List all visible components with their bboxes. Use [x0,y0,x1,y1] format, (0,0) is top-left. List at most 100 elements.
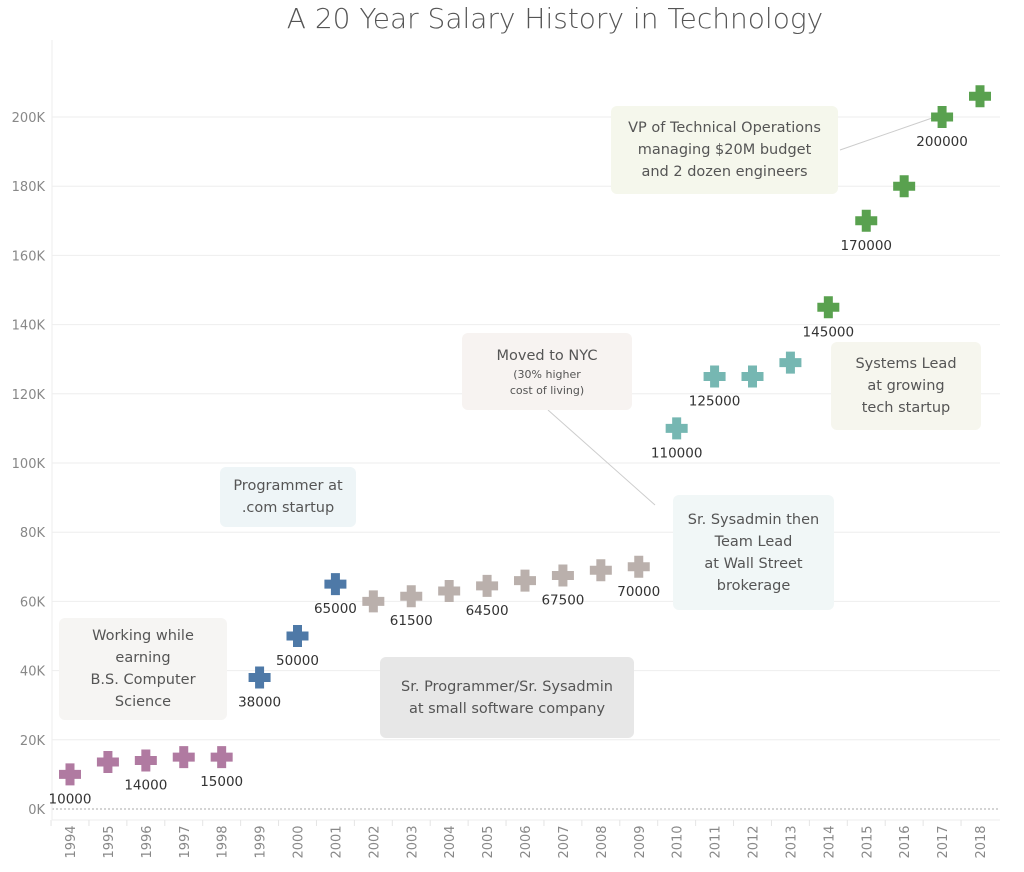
data-point-cross [286,625,309,647]
annotation-small-company: Sr. Programmer/Sr. Sysadmin at small soft… [380,657,634,738]
x-tick-label: 2013 [784,825,799,858]
data-point-cross [59,763,81,786]
y-tick-label: 60K [20,595,46,610]
x-tick-label: 2010 [671,825,686,858]
data-point-cross [210,746,233,769]
x-tick-label: 2000 [292,825,307,858]
annotation-text: Sr. Programmer/Sr. Sysadmin [401,678,613,695]
x-tick-label: 1995 [102,825,117,858]
x-tick-label: 2015 [860,825,875,858]
annotation-text: Working while [92,628,194,644]
annotation-text: at small software company [408,700,606,717]
data-point-cross [817,296,840,319]
chart-title: A 20 Year Salary History in Technology [286,2,824,35]
annotation-vp: VP of Technical Operations managing $20M … [611,106,838,194]
x-tick-label: 2012 [747,825,762,858]
data-label: 65000 [314,601,357,617]
data-point-cross [665,417,688,440]
data-point-cross [779,351,802,374]
annotation-text: brokerage [716,577,791,594]
data-point-cross [134,749,157,772]
annotation-leader-line [547,409,656,506]
y-tick-label: 180K [12,180,46,195]
annotation-text: earning [115,650,171,666]
annotation-dotcom: Programmer at .com startup [220,467,356,527]
data-point-cross [551,564,574,587]
x-tick-label: 1997 [178,825,193,858]
data-label: 10000 [49,791,92,807]
data-point-cross [400,585,423,608]
data-label: 110000 [651,445,703,461]
x-tick-label: 2007 [557,825,572,858]
data-label: 50000 [276,653,319,669]
y-tick-label: 20K [20,734,46,749]
x-tick-label: 2018 [974,825,989,858]
data-label: 70000 [617,584,660,600]
data-point-cross [172,746,195,769]
x-tick-label: 1996 [140,825,155,858]
annotation-wall-street: Sr. Sysadmin then Team Lead at Wall Street… [673,495,834,610]
annotation-text: and 2 dozen engineers [641,164,808,180]
x-tick-label: 2003 [405,825,420,858]
y-tick-label: 160K [12,249,46,264]
data-point-cross [969,85,991,108]
x-tick-label: 1998 [216,825,231,858]
data-point-cross [931,106,954,128]
x-tick-label: 2005 [481,825,496,858]
y-tick-label: 40K [20,665,46,680]
x-tick-label: 2008 [595,825,610,858]
data-label: 200000 [916,134,968,150]
annotation-subtext: cost of living) [509,383,585,397]
data-point-cross [476,574,499,597]
y-tick-label: 0K [28,803,45,818]
data-point-cross [362,590,385,613]
y-tick-label: 100K [12,457,46,472]
y-tick-label: 200K [12,111,46,126]
annotation-text: Sr. Sysadmin then [687,511,820,528]
data-point-cross [893,175,916,198]
annotation-nyc: Moved to NYC (30% higher cost of living) [462,333,632,410]
data-label: 14000 [124,778,167,794]
data-label: 67500 [541,592,584,608]
annotation-text: .com startup [241,500,335,516]
annotation-text: tech startup [861,400,951,416]
x-tick-label: 1994 [64,825,79,858]
annotation-text: managing $20M budget [637,142,812,158]
data-label: 15000 [200,774,243,790]
data-point-cross [855,209,878,232]
data-label: 170000 [840,238,892,254]
data-label: 38000 [238,695,281,711]
x-tick-label: 2011 [709,825,724,858]
x-tick-label: 2014 [822,825,837,858]
annotation-text: Moved to NYC [496,347,598,364]
annotation-text: Science [114,694,172,710]
annotation-text: Programmer at [233,478,343,494]
x-tick-label: 2017 [936,825,951,858]
y-tick-label: 120K [12,388,46,403]
annotation-text: Systems Lead [855,356,957,372]
data-point-cross [96,750,119,773]
annotation-text: B.S. Computer [90,672,196,688]
x-tick-label: 2002 [367,825,382,858]
annotation-leader-line [839,116,936,151]
data-point-cross [741,365,764,388]
x-tick-label: 2006 [519,825,534,858]
annotation-text: at growing [867,378,945,394]
x-tick-label: 1999 [254,825,269,858]
data-point-cross [589,559,612,582]
data-label: 61500 [390,613,433,629]
annotation-text: at Wall Street [704,555,803,572]
annotation-education: Working while earning B.S. Computer Science [59,618,227,720]
data-point-cross [703,365,726,388]
annotation-text: Team Lead [714,533,793,550]
x-tick-label: 2004 [443,825,458,858]
data-point-cross [627,555,650,578]
data-point-cross [514,569,536,592]
x-tick-label: 2016 [898,825,913,858]
data-point-cross [324,573,347,596]
data-point-cross [248,666,271,689]
x-tick-label: 2001 [329,825,344,858]
annotation-subtext: (30% higher [513,367,581,381]
